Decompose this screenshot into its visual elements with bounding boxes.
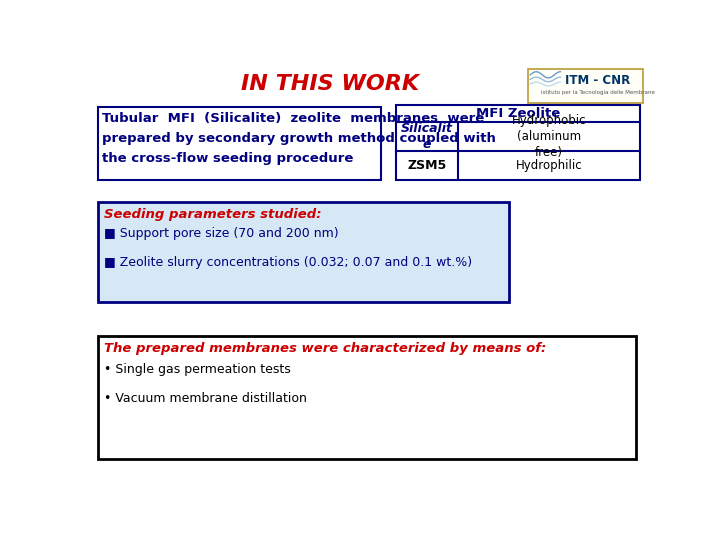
FancyBboxPatch shape: [98, 107, 381, 180]
Text: ITM - CNR: ITM - CNR: [565, 73, 630, 87]
Text: IN THIS WORK: IN THIS WORK: [241, 74, 419, 94]
Text: • Vacuum membrane distillation: • Vacuum membrane distillation: [104, 392, 307, 405]
FancyBboxPatch shape: [528, 69, 642, 103]
Text: ■ Support pore size (70 and 200 nm): ■ Support pore size (70 and 200 nm): [104, 226, 338, 240]
Text: Hydrophilic: Hydrophilic: [516, 159, 582, 172]
Text: Silicalit
e: Silicalit e: [401, 122, 453, 151]
Text: ■ Zeolite slurry concentrations (0.032; 0.07 and 0.1 wt.%): ■ Zeolite slurry concentrations (0.032; …: [104, 256, 472, 269]
Text: Hydrophobic
(aluminum
free): Hydrophobic (aluminum free): [512, 114, 586, 159]
Text: ZSM5: ZSM5: [408, 159, 446, 172]
FancyBboxPatch shape: [98, 202, 508, 302]
Text: • Single gas permeation tests: • Single gas permeation tests: [104, 363, 291, 376]
Text: The prepared membranes were characterized by means of:: The prepared membranes were characterize…: [104, 342, 546, 355]
FancyBboxPatch shape: [396, 105, 640, 180]
Text: MFI Zeolite: MFI Zeolite: [476, 107, 560, 120]
Text: istituto per la Tecnologia delle Membrane: istituto per la Tecnologia delle Membran…: [541, 90, 654, 95]
Text: Tubular  MFI  (Silicalite)  zeolite  membranes  were
prepared by secondary growt: Tubular MFI (Silicalite) zeolite membran…: [102, 112, 496, 165]
FancyBboxPatch shape: [98, 336, 636, 459]
Text: Seeding parameters studied:: Seeding parameters studied:: [104, 208, 321, 221]
